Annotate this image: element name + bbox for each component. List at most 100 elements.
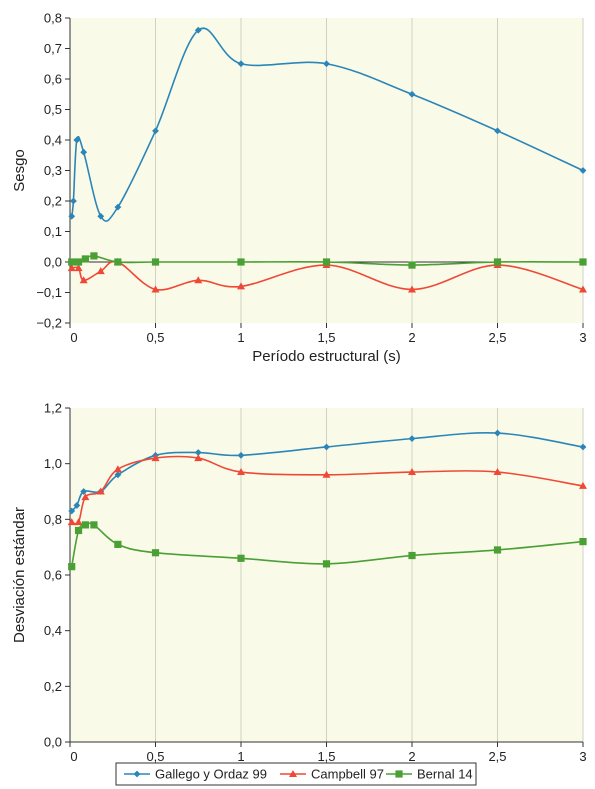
data-point <box>114 203 122 211</box>
data-point <box>97 212 105 220</box>
x-tick-label: 2 <box>408 330 415 345</box>
data-point <box>80 488 88 495</box>
data-point <box>194 449 202 456</box>
data-point <box>113 465 122 473</box>
data-point <box>579 285 587 293</box>
data-point <box>81 493 90 501</box>
data-point <box>494 127 501 135</box>
data-point <box>493 546 502 554</box>
chart-legend: Gallego y Ordaz 99 Campbell 97 Bernal 14 <box>115 762 477 786</box>
data-point <box>114 258 122 266</box>
data-point <box>90 252 98 260</box>
data-point <box>151 549 160 557</box>
data-point <box>74 526 83 535</box>
data-point <box>579 481 587 489</box>
data-point <box>493 468 502 476</box>
data-point <box>79 276 88 284</box>
data-point <box>408 90 416 98</box>
data-point <box>114 471 122 479</box>
data-point <box>408 261 416 269</box>
data-point <box>90 521 98 529</box>
data-point <box>493 258 502 266</box>
y-tick-label: −0,1 <box>36 285 62 300</box>
legend-item-bernal-14: Bernal 14 <box>386 767 473 782</box>
data-point <box>194 454 203 462</box>
data-point <box>73 502 81 509</box>
data-point <box>114 540 122 548</box>
y-tick-label: 0,1 <box>44 224 62 239</box>
data-point <box>68 258 76 266</box>
y-tick-label: 1,2 <box>44 401 62 416</box>
data-point <box>80 148 88 156</box>
data-point <box>408 468 416 476</box>
y-tick-label: 0,2 <box>44 679 62 694</box>
legend-swatch-marker <box>133 770 141 778</box>
data-point <box>322 560 331 568</box>
std-dev-chart: 0,00,20,40,60,81,01,200,511,522,53Períod… <box>11 401 587 785</box>
data-point <box>74 264 83 272</box>
y-tick-label: 1,0 <box>44 456 62 471</box>
data-point <box>408 551 416 560</box>
series-gallego-y-ordaz-99 <box>68 429 587 515</box>
series-line <box>70 27 584 222</box>
legend-label: Bernal 14 <box>417 767 473 782</box>
data-point <box>151 258 160 266</box>
y-axis-title: Sesgo <box>11 149 28 192</box>
data-point <box>151 454 160 462</box>
data-point <box>237 282 245 290</box>
legend-swatch-marker <box>395 770 403 778</box>
series-campbell-97 <box>67 258 587 293</box>
bias-chart: −0,2 −0,1 0,0 0,1 0,2 0,3 0,4 0,5 0,6 0,7 0,8 0 0,5 1… <box>11 11 587 365</box>
x-tick-label: 1,5 <box>317 330 335 345</box>
data-point <box>81 255 89 263</box>
x-tick-label: 0 <box>70 330 77 345</box>
y-tick-label: 0,0 <box>44 255 62 270</box>
data-point <box>494 429 501 437</box>
y-tick-label: 0,4 <box>44 623 62 638</box>
legend-label: Campbell 97 <box>311 767 384 782</box>
x-tick-label: 1,5 <box>317 749 335 764</box>
data-point <box>579 258 587 266</box>
series-bernal-14 <box>68 252 587 269</box>
data-point <box>70 197 77 205</box>
y-tick-label: 0,6 <box>44 568 62 583</box>
y-tick-label: −0,2 <box>36 316 62 331</box>
data-point <box>67 264 76 272</box>
data-point <box>237 258 245 266</box>
data-point <box>68 212 76 220</box>
x-tick-label: 2,5 <box>488 749 506 764</box>
data-point <box>96 267 105 275</box>
data-point <box>237 451 245 459</box>
x-tick-label: 0 <box>70 749 77 764</box>
y-tick-label: 0,5 <box>44 102 62 117</box>
data-point <box>579 443 587 451</box>
series-campbell-97 <box>67 454 587 526</box>
data-point <box>73 136 81 144</box>
y-tick-label: 0,8 <box>44 512 62 527</box>
data-point <box>322 470 331 478</box>
data-point <box>151 285 160 293</box>
legend-item-campbell-97: Campbell 97 <box>280 767 384 782</box>
data-point <box>237 60 245 68</box>
data-point <box>323 60 330 68</box>
data-point <box>579 167 587 174</box>
data-point <box>81 521 89 529</box>
data-point <box>323 443 330 451</box>
x-tick-label: 3 <box>579 749 586 764</box>
x-tick-label: 1 <box>237 330 244 345</box>
data-point <box>74 518 83 526</box>
x-axis-title: Período estructural (s) <box>252 348 400 365</box>
x-tick-label: 1 <box>237 749 244 764</box>
x-tick-label: 3 <box>579 330 586 345</box>
series-gallego-y-ordaz-99 <box>68 26 587 222</box>
y-axis-title: Desviación estándar <box>11 507 28 643</box>
y-tick-label: 0,0 <box>44 735 62 750</box>
y-tick-label: 0,7 <box>44 41 62 56</box>
data-point <box>152 127 159 135</box>
data-point <box>322 258 331 266</box>
y-tick-label: 0,4 <box>44 133 62 148</box>
data-point <box>67 518 76 526</box>
data-point <box>579 538 587 546</box>
data-point <box>237 468 245 476</box>
